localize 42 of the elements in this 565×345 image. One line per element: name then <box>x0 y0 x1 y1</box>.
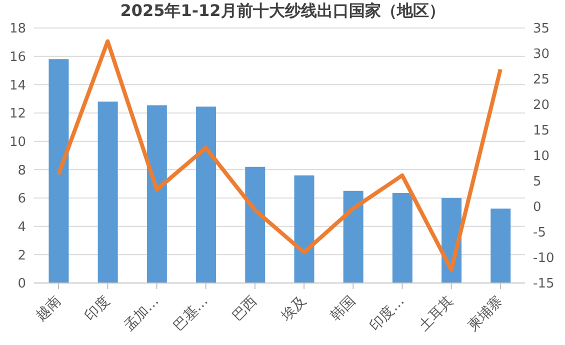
y2-tick-label: -5 <box>533 226 546 241</box>
x-tick-label: 越南 <box>32 293 64 324</box>
y-tick-label: 10 <box>9 134 26 150</box>
y-tick-label: 12 <box>9 106 26 122</box>
y-tick-label: 16 <box>9 50 26 65</box>
y-tick-label: 2 <box>18 248 26 264</box>
x-tick-label: 印度 <box>82 293 114 324</box>
chart-title: 2025年1-12月前十大纱线出口国家（地区） <box>119 0 446 22</box>
x-tick-label: 韩国 <box>328 293 359 324</box>
y-tick-label: 6 <box>18 192 26 207</box>
bar <box>392 193 412 283</box>
x-tick-label: 柬埔寨 <box>464 293 506 334</box>
y2-tick-label: 35 <box>533 22 550 37</box>
y-tick-label: 18 <box>9 22 26 37</box>
bar <box>196 106 216 283</box>
bar <box>245 166 266 283</box>
y-tick-label: 14 <box>9 78 26 94</box>
bar <box>146 105 167 283</box>
bar <box>343 190 364 283</box>
x-tick-label: 巴西 <box>229 293 260 324</box>
y2-tick-label: 10 <box>533 149 550 164</box>
line-series <box>56 39 502 272</box>
y-tick-label: 0 <box>18 276 26 292</box>
y2-tick-label: 20 <box>533 98 550 114</box>
y2-tick-label: -10 <box>533 251 554 266</box>
bar <box>98 102 118 283</box>
x-tick-label: 土耳其 <box>416 293 457 334</box>
y-tick-label: 8 <box>18 163 26 178</box>
x-tick-label: 埃及 <box>278 293 310 326</box>
x-tick-label: 孟加… <box>121 293 162 334</box>
y2-tick-label: 25 <box>533 72 550 88</box>
y2-tick-label: 0 <box>533 200 542 216</box>
x-tick-label: 印度… <box>366 293 408 334</box>
y2-tick-label: -15 <box>533 276 554 292</box>
y2-tick-label: 5 <box>533 174 542 190</box>
y2-tick-label: 15 <box>533 124 550 139</box>
bar <box>490 208 511 283</box>
y-tick-label: 4 <box>18 220 26 235</box>
y2-tick-label: 30 <box>533 47 550 62</box>
bar <box>294 175 314 283</box>
x-tick-label: 巴基… <box>170 293 212 334</box>
bar <box>48 59 69 283</box>
